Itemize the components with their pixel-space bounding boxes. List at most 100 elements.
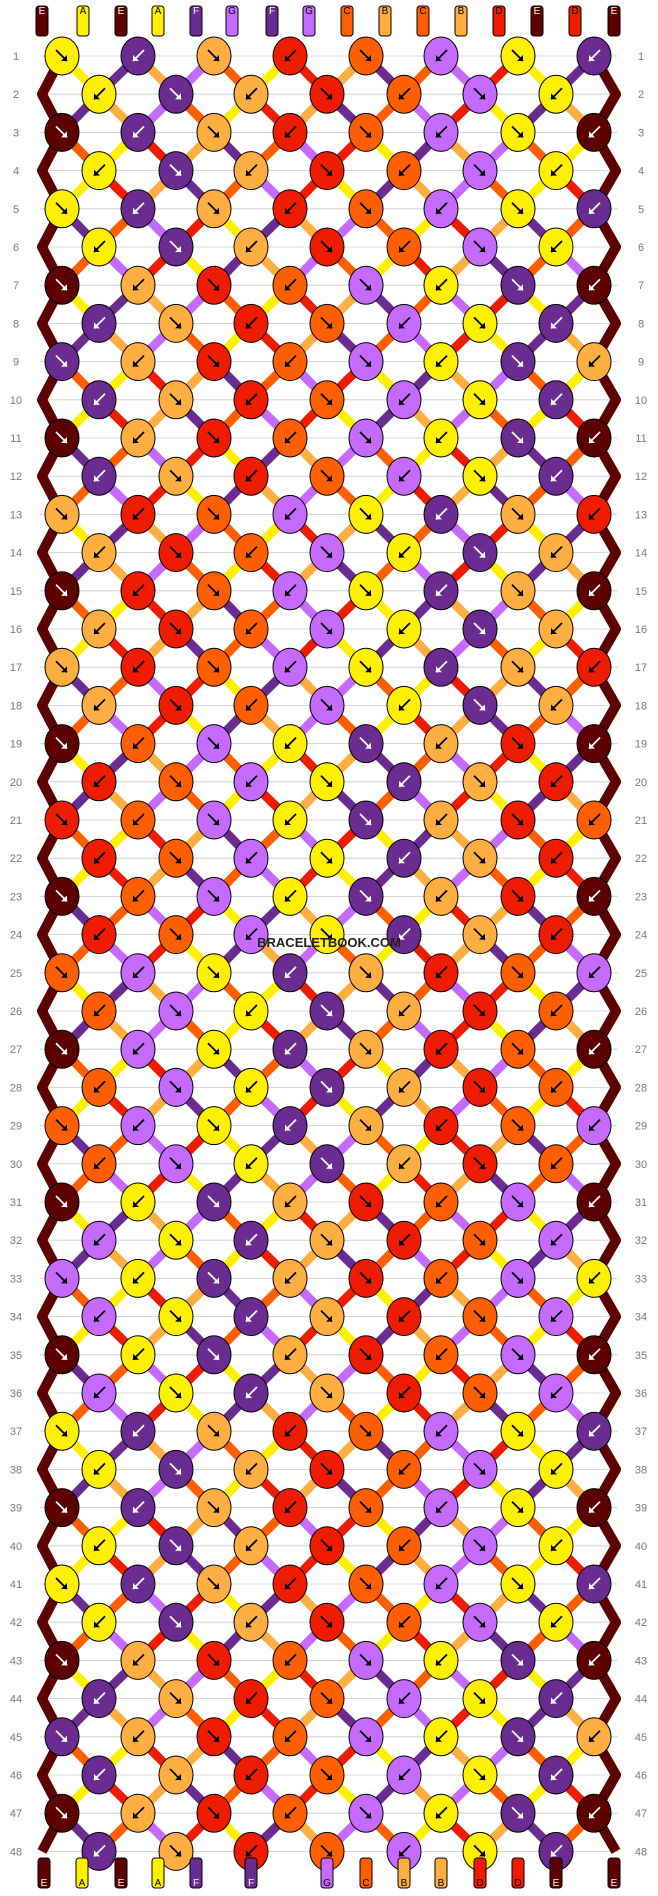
- arrow-down-left-icon: [398, 927, 411, 941]
- arrow-down-left-icon: [93, 851, 106, 864]
- knot: [348, 1793, 384, 1833]
- knot: [158, 1297, 194, 1337]
- knot: [386, 762, 422, 802]
- arrow-down-left-icon: [398, 1844, 411, 1858]
- knot: [272, 724, 308, 764]
- knot: [348, 1488, 384, 1528]
- knot: [423, 1488, 459, 1528]
- knot: [81, 609, 117, 649]
- knot: [120, 1411, 156, 1451]
- row-label: 40: [10, 1541, 22, 1553]
- arrow-down-left-icon: [93, 316, 106, 330]
- arrow-down-right-icon: [320, 87, 333, 100]
- arrow-down-left-icon: [398, 240, 411, 253]
- arrow-down-right-icon: [55, 1500, 68, 1514]
- arrow-down-right-icon: [207, 431, 220, 444]
- knot: [196, 342, 232, 382]
- row-label: 15: [10, 586, 22, 598]
- knot: [538, 1679, 574, 1719]
- knot: [233, 1449, 269, 1489]
- knot: [386, 1373, 422, 1413]
- knot: [309, 1373, 345, 1413]
- knot: [386, 1220, 422, 1260]
- arrow-down-left-icon: [284, 736, 297, 750]
- arrow-down-left-icon: [588, 1424, 601, 1437]
- knot: [120, 1335, 156, 1375]
- arrow-down-left-icon: [550, 1386, 563, 1399]
- arrow-down-left-icon: [245, 622, 258, 635]
- arrow-down-right-icon: [55, 1577, 68, 1590]
- row-label: 14: [635, 548, 647, 560]
- knot: [538, 1602, 574, 1642]
- knot: [272, 265, 308, 305]
- knot: [120, 1106, 156, 1146]
- arrow-down-right-icon: [473, 775, 486, 788]
- strand-top: [530, 5, 544, 37]
- knot: [348, 189, 384, 229]
- knot: [462, 533, 498, 573]
- knot: [500, 953, 536, 993]
- knot: [44, 1640, 80, 1680]
- row-label: 21: [635, 815, 647, 827]
- arrow-down-right-icon: [473, 1157, 486, 1170]
- arrow-down-right-icon: [55, 431, 68, 444]
- arrow-down-right-icon: [511, 736, 524, 750]
- knot: [272, 1182, 308, 1222]
- row-label: 17: [10, 662, 22, 674]
- row-label: 42: [635, 1617, 647, 1629]
- strand-bottom: [151, 1857, 165, 1889]
- knot: [81, 762, 117, 802]
- row-label: 48: [635, 1846, 647, 1858]
- knot: [272, 1411, 308, 1451]
- knot: [81, 915, 117, 955]
- arrow-down-right-icon: [55, 278, 68, 291]
- arrow-down-left-icon: [132, 1042, 145, 1055]
- arrow-down-right-icon: [169, 1615, 182, 1628]
- arrow-down-left-icon: [132, 202, 145, 215]
- arrow-down-right-icon: [511, 1500, 524, 1514]
- arrow-down-right-icon: [511, 1577, 524, 1590]
- knot: [423, 876, 459, 916]
- knot: [196, 571, 232, 611]
- arrow-down-left-icon: [93, 163, 106, 177]
- knot: [120, 647, 156, 687]
- row-label: 41: [635, 1579, 647, 1591]
- arrow-down-right-icon: [55, 1424, 68, 1437]
- knot: [158, 1220, 194, 1260]
- knot: [462, 151, 498, 191]
- knot: [158, 1526, 194, 1566]
- knot: [386, 151, 422, 191]
- knot: [120, 1029, 156, 1069]
- arrow-down-left-icon: [398, 1539, 411, 1552]
- arrow-down-right-icon: [473, 163, 486, 177]
- arrow-down-left-icon: [284, 1042, 297, 1055]
- knot: [233, 1679, 269, 1719]
- knot: [500, 418, 536, 458]
- row-label: 22: [635, 853, 647, 865]
- knot: [196, 800, 232, 840]
- arrow-down-right-icon: [511, 1424, 524, 1437]
- arrow-down-right-icon: [473, 393, 486, 406]
- knot: [462, 1373, 498, 1413]
- arrow-down-right-icon: [511, 1730, 524, 1743]
- arrow-down-left-icon: [245, 1309, 258, 1323]
- strand-label-top: C: [343, 6, 350, 17]
- row-label: 19: [10, 739, 22, 751]
- knot: [500, 342, 536, 382]
- knot: [462, 74, 498, 114]
- knot: [576, 1029, 612, 1069]
- knot: [576, 1258, 612, 1298]
- arrow-down-left-icon: [284, 1118, 297, 1132]
- knot: [272, 1488, 308, 1528]
- arrow-down-left-icon: [132, 1271, 145, 1285]
- arrow-down-right-icon: [359, 736, 372, 750]
- arrow-down-left-icon: [435, 431, 448, 444]
- strand-bottom: [75, 1857, 89, 1889]
- knot: [423, 1640, 459, 1680]
- arrow-down-right-icon: [169, 1004, 182, 1017]
- row-label: 8: [13, 318, 19, 330]
- arrow-down-left-icon: [245, 927, 258, 941]
- knot: [500, 112, 536, 152]
- knot: [500, 1182, 536, 1222]
- knot: [233, 533, 269, 573]
